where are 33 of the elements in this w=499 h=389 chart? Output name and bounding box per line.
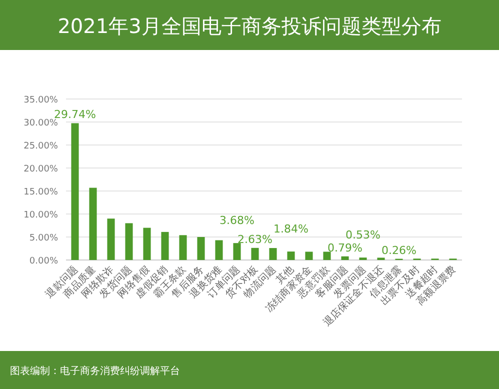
bar [305,252,313,260]
bar [251,248,259,260]
y-tick-label: 25.00% [24,142,58,152]
y-tick-label: 0.00% [29,256,58,266]
bar [341,256,349,260]
y-tick-label: 10.00% [24,210,58,220]
bar [197,237,205,260]
y-tick-label: 15.00% [24,188,58,198]
y-tick-label: 35.00% [24,96,58,106]
bar [143,228,151,260]
text: 图表编制：电子商务消费纠纷调解平台 [10,365,180,377]
data-label: 0.79% [328,241,362,254]
bar [179,235,187,260]
bar [233,243,241,260]
bar [323,252,331,260]
data-label: 29.74% [54,108,96,122]
y-tick-label: 5.00% [29,234,58,244]
bar [89,188,97,260]
y-tick-label: 20.00% [24,164,58,174]
y-tick-label: 30.00% [24,118,58,128]
data-label: 0.26% [382,244,416,257]
chart-title: 2021年3月全国电子商务投诉问题类型分布 [58,14,442,38]
bar [107,218,115,260]
bar [269,248,277,260]
bar [287,252,295,260]
data-label: 1.84% [274,222,308,236]
bar [71,123,79,260]
bar [125,223,133,260]
bar [161,232,169,260]
data-label: 2.63% [238,232,272,246]
bar [215,240,223,260]
data-label: 3.68% [220,214,254,228]
data-label: 0.53% [346,228,380,242]
